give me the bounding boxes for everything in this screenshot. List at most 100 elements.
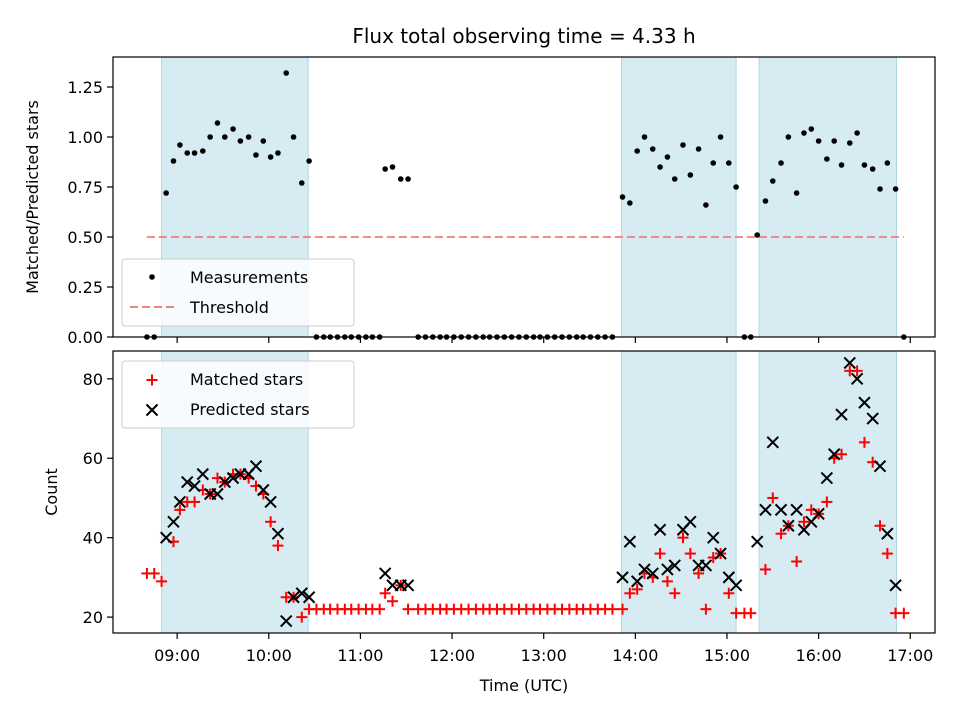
matched-star-point bbox=[189, 496, 201, 508]
measurement-point bbox=[869, 166, 876, 172]
measurement-point bbox=[389, 164, 396, 170]
predicted-star-point bbox=[271, 527, 285, 540]
predicted-star-point bbox=[835, 408, 848, 421]
predicted-x-b bbox=[699, 559, 713, 572]
predicted-x-b bbox=[181, 475, 194, 489]
predicted-x-b bbox=[218, 475, 232, 489]
predicted-x-b bbox=[295, 587, 308, 600]
predicted-star-point bbox=[211, 487, 224, 501]
measurement-point bbox=[793, 190, 800, 196]
legend-measurement-marker bbox=[149, 274, 155, 280]
x-axis-label: Time (UTC) bbox=[479, 676, 568, 695]
predicted-x-b bbox=[302, 591, 316, 604]
matched-star-point bbox=[669, 587, 681, 599]
predicted-star-point bbox=[646, 567, 659, 580]
predicted-star-point bbox=[714, 547, 727, 560]
measurement-point bbox=[801, 130, 807, 136]
predicted-star-point bbox=[401, 579, 415, 592]
matched-star-point bbox=[661, 575, 673, 587]
matched-star-point bbox=[174, 504, 186, 516]
matched-star-point bbox=[617, 603, 629, 615]
measurement-point bbox=[778, 160, 784, 166]
measurement-point bbox=[253, 152, 259, 158]
predicted-star-point bbox=[167, 515, 180, 528]
matched-star-point bbox=[851, 365, 863, 377]
measurement-point bbox=[214, 120, 221, 126]
measurement-point bbox=[170, 158, 177, 164]
predicted-x-b bbox=[790, 503, 803, 517]
measurement-point bbox=[680, 142, 686, 148]
predicted-x-b bbox=[850, 372, 864, 386]
measurement-point bbox=[831, 138, 837, 144]
predicted-x-b bbox=[623, 535, 637, 548]
bottom-legend: Matched stars Predicted stars bbox=[121, 360, 355, 429]
measurement-point bbox=[627, 200, 633, 206]
predicted-x-b bbox=[843, 356, 856, 370]
predicted-star-point bbox=[873, 459, 887, 473]
top-y-tick-label: 1.00 bbox=[67, 128, 103, 147]
predicted-star-point bbox=[630, 575, 644, 588]
measurement-point bbox=[824, 156, 830, 162]
measurement-point bbox=[815, 138, 822, 144]
measurement-point bbox=[703, 202, 709, 208]
predicted-star-point bbox=[257, 483, 270, 497]
predicted-star-point bbox=[295, 587, 308, 600]
predicted-x-b bbox=[264, 495, 277, 509]
measurement-point bbox=[754, 232, 761, 238]
predicted-x-b bbox=[782, 519, 795, 532]
predicted-star-point bbox=[889, 579, 902, 592]
predicted-star-point bbox=[766, 436, 780, 449]
measurement-point bbox=[237, 138, 244, 144]
measurement-point bbox=[177, 142, 183, 148]
predicted-star-point bbox=[881, 527, 894, 540]
matched-star-point bbox=[684, 548, 696, 560]
measurement-point bbox=[619, 194, 626, 200]
measurement-point bbox=[687, 172, 694, 178]
x-tick-label: 09:00 bbox=[154, 646, 200, 665]
predicted-x-b bbox=[279, 614, 293, 628]
measurement-point bbox=[717, 134, 724, 140]
top-shaded-region bbox=[758, 56, 898, 338]
measurement-point bbox=[275, 150, 281, 156]
matched-star-point bbox=[374, 603, 386, 615]
top-series bbox=[144, 70, 907, 340]
predicted-x-b bbox=[707, 531, 720, 544]
legend-predicted-marker-b bbox=[145, 403, 159, 417]
matched-star-point bbox=[693, 567, 705, 579]
predicted-star-point bbox=[843, 356, 856, 370]
predicted-star-point bbox=[858, 396, 871, 409]
chart-title: Flux total observing time = 4.33 h bbox=[352, 24, 695, 48]
matched-star-point bbox=[759, 563, 771, 575]
predicted-star-point bbox=[653, 523, 667, 536]
predicted-x-b bbox=[873, 459, 887, 473]
predicted-x-b bbox=[751, 535, 764, 548]
predicted-star-point bbox=[774, 503, 788, 517]
measurement-point bbox=[838, 162, 845, 168]
measurement-point bbox=[710, 160, 717, 166]
bottom-y-axis-label: Count bbox=[42, 468, 61, 516]
measurement-point bbox=[695, 146, 702, 152]
measurement-point bbox=[260, 138, 267, 144]
predicted-x-b bbox=[766, 436, 780, 449]
predicted-star-point bbox=[623, 535, 637, 548]
matched-star-point bbox=[148, 567, 160, 579]
bottom-axes-frame bbox=[112, 350, 936, 634]
predicted-x-b bbox=[401, 579, 415, 592]
top-shaded-region bbox=[621, 56, 737, 338]
predicted-x-b bbox=[661, 563, 674, 576]
predicted-star-point bbox=[218, 475, 232, 489]
measurement-point bbox=[191, 150, 198, 156]
matched-star-point bbox=[265, 516, 277, 528]
matched-star-point bbox=[723, 587, 735, 599]
predicted-x-b bbox=[714, 547, 727, 560]
predicted-star-point bbox=[188, 479, 201, 493]
bottom-y-tick-label: 20 bbox=[83, 608, 103, 627]
predicted-x-b bbox=[257, 483, 270, 497]
top-axes-frame bbox=[112, 56, 936, 338]
predicted-star-point bbox=[638, 563, 651, 576]
predicted-star-point bbox=[616, 571, 629, 584]
predicted-x-b bbox=[729, 579, 743, 592]
measurement-point bbox=[306, 158, 312, 164]
predicted-x-b bbox=[835, 408, 848, 421]
measurement-point bbox=[267, 154, 274, 160]
